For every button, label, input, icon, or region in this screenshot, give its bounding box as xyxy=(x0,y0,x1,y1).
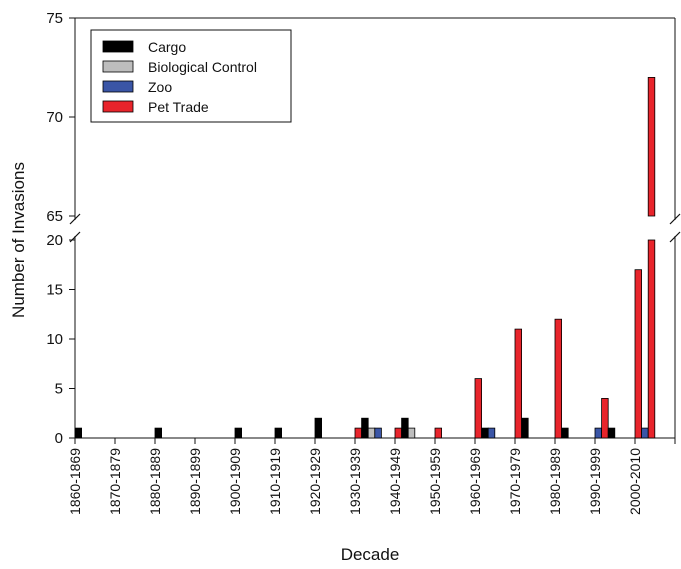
bar-cargo xyxy=(234,427,242,439)
axis-break-mark xyxy=(69,213,81,225)
bar-pet-trade xyxy=(354,427,362,439)
x-tick-label: 1980-1989 xyxy=(547,448,563,515)
x-tick-label: 1890-1899 xyxy=(187,448,203,515)
x-tick-label: 2000-2010 xyxy=(627,448,643,515)
legend-label: Pet Trade xyxy=(148,99,209,115)
bar-pet-trade xyxy=(634,269,642,439)
x-tick-label: 1920-1929 xyxy=(307,448,323,515)
x-axis: 1860-1869 1870-1879 1880-1889 1890-1899 1900… xyxy=(67,438,676,515)
bar-cargo xyxy=(361,417,369,439)
legend: Cargo Biological Control Zoo Pet Trade xyxy=(90,29,292,123)
x-tick-label: 1870-1879 xyxy=(107,448,123,515)
y-tick-label: 70 xyxy=(46,109,63,126)
x-tick-label: 1880-1889 xyxy=(147,448,163,515)
bar-pet-trade-lower xyxy=(647,239,656,439)
x-tick-label: 1900-1909 xyxy=(227,448,243,515)
bar-pet-trade xyxy=(601,397,609,439)
legend-label: Cargo xyxy=(148,39,186,55)
axis-break-mark xyxy=(669,213,681,225)
legend-swatch xyxy=(102,40,134,53)
bar-biological-control xyxy=(367,427,376,439)
bar-zoo xyxy=(594,427,602,439)
x-tick-label: 1940-1949 xyxy=(387,448,403,515)
x-tick-label: 1960-1969 xyxy=(467,448,483,515)
legend-swatch xyxy=(102,80,134,93)
y-tick-label: 15 xyxy=(46,282,63,299)
bar-zoo xyxy=(487,427,496,439)
bars xyxy=(74,77,656,439)
bar-cargo xyxy=(521,417,529,439)
bar-cargo xyxy=(314,417,322,439)
x-tick-label: 1970-1979 xyxy=(507,448,523,515)
bar-cargo xyxy=(481,427,489,439)
legend-swatch xyxy=(102,60,134,73)
bar-pet-trade xyxy=(474,378,482,439)
bar-cargo xyxy=(401,417,409,439)
bar-pet-trade xyxy=(514,328,522,439)
legend-label: Zoo xyxy=(148,79,172,95)
y-tick-label: 75 xyxy=(46,10,63,27)
legend-swatch xyxy=(102,100,134,113)
bar-pet-trade-upper xyxy=(647,77,656,217)
bar-cargo xyxy=(561,427,569,439)
y-tick-label: 65 xyxy=(46,208,63,225)
x-tick-label: 1950-1959 xyxy=(427,448,443,515)
bar-pet-trade xyxy=(394,427,402,439)
y-axis: 65 70 75 0 5 10 15 20 xyxy=(46,10,75,447)
bar-pet-trade xyxy=(554,318,562,439)
x-tick-label: 1990-1999 xyxy=(587,448,603,515)
y-tick-label: 0 xyxy=(55,430,63,447)
bar-biological-control xyxy=(407,427,416,439)
legend-label: Biological Control xyxy=(148,59,257,75)
y-tick-label: 5 xyxy=(55,381,63,398)
x-axis-label: Decade xyxy=(341,545,400,564)
y-tick-label: 10 xyxy=(46,331,63,348)
bar-pet-trade xyxy=(434,427,442,439)
bar-cargo xyxy=(607,427,616,439)
x-tick-label: 1930-1939 xyxy=(347,448,363,515)
x-tick-label: 1910-1919 xyxy=(267,448,283,515)
y-axis-label: Number of Invasions xyxy=(9,162,28,318)
x-tick-label: 1860-1869 xyxy=(67,448,83,515)
bar-zoo xyxy=(374,427,382,439)
bar-cargo xyxy=(274,427,282,439)
bar-zoo xyxy=(641,427,649,439)
plot-frame xyxy=(69,17,681,439)
bar-cargo xyxy=(74,427,82,439)
bar-cargo xyxy=(154,427,162,439)
axis-break-mark xyxy=(669,231,681,243)
y-tick-label: 20 xyxy=(46,232,63,249)
